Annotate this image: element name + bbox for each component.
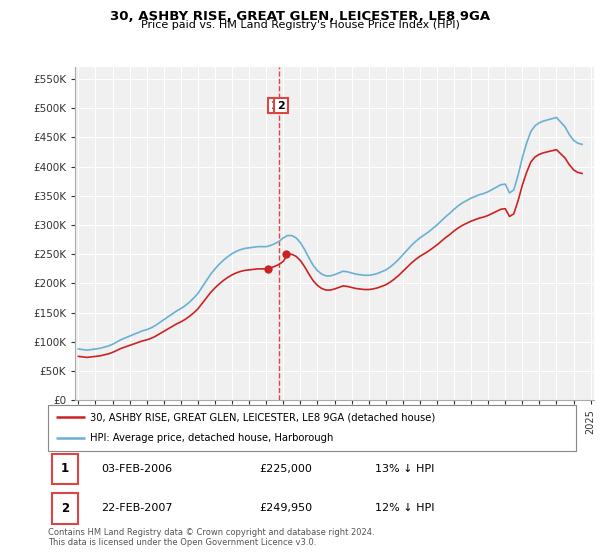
Text: 13% ↓ HPI: 13% ↓ HPI xyxy=(376,464,435,474)
Text: HPI: Average price, detached house, Harborough: HPI: Average price, detached house, Harb… xyxy=(90,433,334,444)
Text: 22-FEB-2007: 22-FEB-2007 xyxy=(101,503,172,513)
Text: 30, ASHBY RISE, GREAT GLEN, LEICESTER, LE8 9GA (detached house): 30, ASHBY RISE, GREAT GLEN, LEICESTER, L… xyxy=(90,412,436,422)
FancyBboxPatch shape xyxy=(48,405,576,451)
Text: Price paid vs. HM Land Registry's House Price Index (HPI): Price paid vs. HM Land Registry's House … xyxy=(140,20,460,30)
Text: 2: 2 xyxy=(61,502,69,515)
Text: Contains HM Land Registry data © Crown copyright and database right 2024.
This d: Contains HM Land Registry data © Crown c… xyxy=(48,528,374,548)
Text: £225,000: £225,000 xyxy=(259,464,312,474)
Text: 2: 2 xyxy=(277,100,285,110)
Text: 1: 1 xyxy=(271,100,278,110)
FancyBboxPatch shape xyxy=(52,493,77,524)
Text: 03-FEB-2006: 03-FEB-2006 xyxy=(101,464,172,474)
Text: 12% ↓ HPI: 12% ↓ HPI xyxy=(376,503,435,513)
Text: £249,950: £249,950 xyxy=(259,503,313,513)
Text: 30, ASHBY RISE, GREAT GLEN, LEICESTER, LE8 9GA: 30, ASHBY RISE, GREAT GLEN, LEICESTER, L… xyxy=(110,10,490,22)
Text: 1: 1 xyxy=(61,463,69,475)
FancyBboxPatch shape xyxy=(52,454,77,484)
